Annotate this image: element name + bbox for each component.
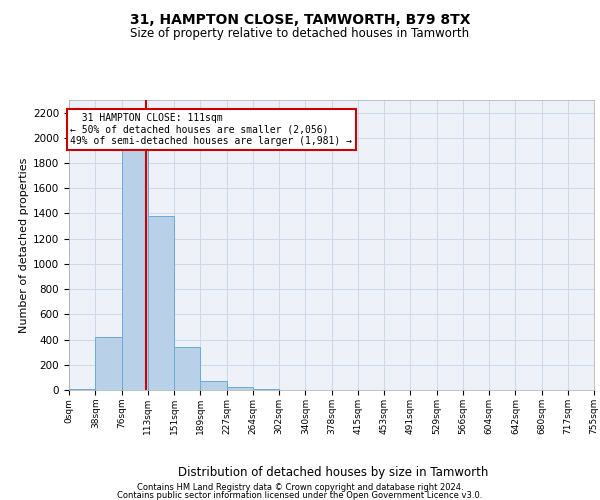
Text: 31, HAMPTON CLOSE, TAMWORTH, B79 8TX: 31, HAMPTON CLOSE, TAMWORTH, B79 8TX xyxy=(130,12,470,26)
Y-axis label: Number of detached properties: Number of detached properties xyxy=(19,158,29,332)
Bar xyxy=(253,389,279,390)
Bar xyxy=(227,387,253,390)
Text: Distribution of detached houses by size in Tamworth: Distribution of detached houses by size … xyxy=(178,466,488,479)
Text: 31 HAMPTON CLOSE: 111sqm
← 50% of detached houses are smaller (2,056)
49% of sem: 31 HAMPTON CLOSE: 111sqm ← 50% of detach… xyxy=(70,113,352,146)
Text: Size of property relative to detached houses in Tamworth: Size of property relative to detached ho… xyxy=(130,28,470,40)
Bar xyxy=(122,131,148,390)
Bar xyxy=(95,337,122,390)
Bar xyxy=(174,347,200,390)
Text: Contains public sector information licensed under the Open Government Licence v3: Contains public sector information licen… xyxy=(118,492,482,500)
Bar xyxy=(200,380,227,390)
Text: Contains HM Land Registry data © Crown copyright and database right 2024.: Contains HM Land Registry data © Crown c… xyxy=(137,483,463,492)
Bar xyxy=(69,388,95,390)
Bar xyxy=(148,216,174,390)
